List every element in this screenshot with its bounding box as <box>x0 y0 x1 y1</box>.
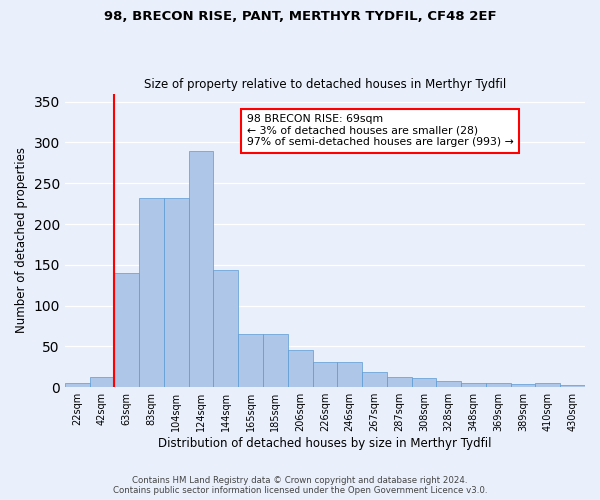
Bar <box>362 372 387 387</box>
Text: 98 BRECON RISE: 69sqm
← 3% of detached houses are smaller (28)
97% of semi-detac: 98 BRECON RISE: 69sqm ← 3% of detached h… <box>247 114 514 148</box>
Bar <box>164 198 188 387</box>
Bar <box>511 384 535 387</box>
Bar <box>263 334 288 387</box>
Text: 98, BRECON RISE, PANT, MERTHYR TYDFIL, CF48 2EF: 98, BRECON RISE, PANT, MERTHYR TYDFIL, C… <box>104 10 496 23</box>
Bar <box>313 362 337 387</box>
Bar <box>238 334 263 387</box>
X-axis label: Distribution of detached houses by size in Merthyr Tydfil: Distribution of detached houses by size … <box>158 437 491 450</box>
Bar <box>387 376 412 387</box>
Text: Contains HM Land Registry data © Crown copyright and database right 2024.
Contai: Contains HM Land Registry data © Crown c… <box>113 476 487 495</box>
Bar <box>486 383 511 387</box>
Bar <box>214 270 238 387</box>
Bar <box>188 152 214 387</box>
Title: Size of property relative to detached houses in Merthyr Tydfil: Size of property relative to detached ho… <box>144 78 506 91</box>
Bar <box>535 383 560 387</box>
Bar <box>436 382 461 387</box>
Y-axis label: Number of detached properties: Number of detached properties <box>15 148 28 334</box>
Bar <box>288 350 313 387</box>
Bar <box>139 198 164 387</box>
Bar <box>461 383 486 387</box>
Bar <box>337 362 362 387</box>
Bar <box>560 385 585 387</box>
Bar <box>89 376 115 387</box>
Bar <box>115 273 139 387</box>
Bar <box>65 383 89 387</box>
Bar <box>412 378 436 387</box>
